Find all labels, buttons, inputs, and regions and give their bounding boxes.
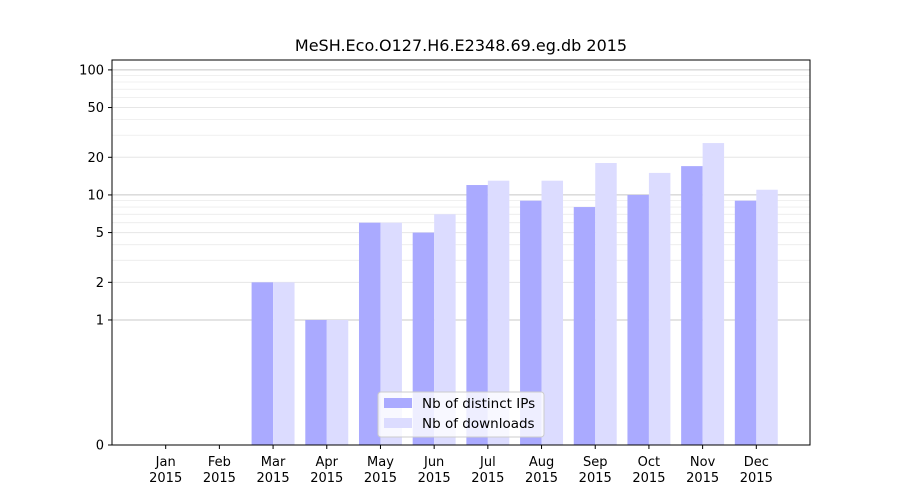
x-tick-label-month: Apr bbox=[316, 455, 339, 470]
x-tick-label-month: Jan bbox=[155, 455, 176, 470]
x-tick-label-year: 2015 bbox=[203, 471, 236, 486]
x-tick-label-month: Sep bbox=[583, 455, 608, 470]
x-tick-label-year: 2015 bbox=[364, 471, 397, 486]
x-tick-label-year: 2015 bbox=[686, 471, 719, 486]
y-tick-label: 1 bbox=[96, 313, 104, 328]
y-tick-label: 0 bbox=[96, 439, 104, 454]
x-tick-label-month: Feb bbox=[208, 455, 231, 470]
bar bbox=[487, 180, 510, 445]
bar bbox=[251, 282, 274, 445]
x-axis: Jan2015Feb2015Mar2015Apr2015May2015Jun20… bbox=[149, 445, 773, 486]
x-tick-label-year: 2015 bbox=[740, 471, 773, 486]
bar bbox=[434, 214, 456, 445]
x-tick-label-month: Aug bbox=[529, 455, 554, 470]
bar bbox=[702, 143, 725, 445]
y-tick-label: 50 bbox=[87, 101, 104, 116]
x-tick-label-year: 2015 bbox=[149, 471, 182, 486]
bar bbox=[756, 189, 778, 445]
chart-title: MeSH.Eco.O127.H6.E2348.69.eg.db 2015 bbox=[295, 36, 627, 55]
x-tick-label-year: 2015 bbox=[632, 471, 665, 486]
y-tick-label: 10 bbox=[87, 188, 104, 203]
bar bbox=[681, 166, 703, 445]
bar bbox=[305, 319, 327, 445]
y-tick-label: 20 bbox=[87, 151, 104, 166]
bar bbox=[573, 207, 596, 445]
bar bbox=[595, 163, 617, 445]
bar bbox=[520, 200, 542, 445]
x-tick-label-year: 2015 bbox=[257, 471, 290, 486]
x-tick-label-year: 2015 bbox=[310, 471, 343, 486]
x-tick-label-month: Dec bbox=[744, 455, 769, 470]
bar bbox=[273, 282, 295, 445]
legend-swatch bbox=[384, 398, 412, 408]
x-tick-label-month: Jun bbox=[423, 455, 444, 470]
bar bbox=[326, 319, 349, 445]
bar bbox=[734, 200, 757, 445]
bar bbox=[466, 185, 488, 445]
y-tick-label: 5 bbox=[96, 226, 104, 241]
y-tick-label: 2 bbox=[96, 276, 104, 291]
bar bbox=[380, 222, 402, 445]
legend: Nb of distinct IPs Nb of downloads bbox=[377, 391, 545, 438]
y-tick-label: 100 bbox=[79, 63, 104, 78]
legend-box bbox=[377, 391, 545, 438]
plot-frame bbox=[111, 59, 811, 446]
legend-swatch bbox=[384, 418, 412, 428]
bar bbox=[627, 194, 649, 445]
bar bbox=[358, 222, 381, 445]
bar bbox=[648, 172, 671, 445]
x-tick-label-month: Oct bbox=[638, 455, 660, 470]
x-tick-label-month: Nov bbox=[690, 455, 716, 470]
x-tick-label-month: Jul bbox=[479, 455, 496, 470]
legend-label: Nb of downloads bbox=[422, 416, 535, 432]
y-axis: 0 1 2 5 10 20 50 100 bbox=[79, 63, 112, 454]
x-tick-label-month: May bbox=[367, 455, 394, 470]
x-tick-label-year: 2015 bbox=[579, 471, 612, 486]
legend-label: Nb of distinct IPs bbox=[422, 396, 535, 412]
x-tick-label-year: 2015 bbox=[418, 471, 451, 486]
x-tick-label-year: 2015 bbox=[471, 471, 504, 486]
x-tick-label-month: Mar bbox=[261, 455, 286, 470]
bar bbox=[541, 180, 564, 445]
x-tick-label-year: 2015 bbox=[525, 471, 558, 486]
bars bbox=[251, 143, 778, 445]
